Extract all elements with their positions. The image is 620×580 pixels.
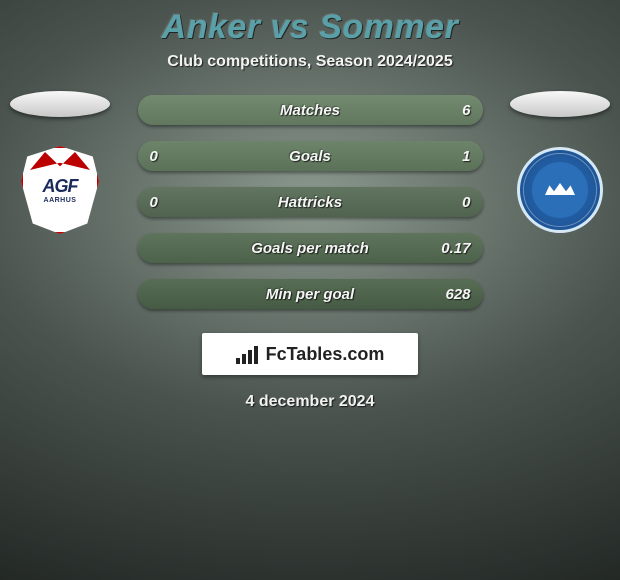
stat-label: Min per goal [266,286,354,303]
comparison-area: AGF AARHUS Matches6Goals01Hattricks00Goa… [0,95,620,325]
stats-list: Matches 6 Goals 0 1 Hattricks 0 0 Goals per matc… [138,95,483,309]
chart-icon [236,344,260,364]
date-text: 4 december 2024 [246,393,375,411]
player-marker-right [510,91,610,117]
page-title: Anker vs Sommer [162,8,459,47]
stat-row: Matches 6 [138,95,483,125]
stat-row: Goals per match 0.17 [138,233,483,263]
stat-row: Min per goal 628 [138,279,483,309]
sonderjyske-badge-icon [517,147,603,233]
stat-value-left: 0 [150,148,158,165]
page-subtitle: Club competitions, Season 2024/2025 [167,53,452,71]
stat-value-right: 0 [462,194,470,211]
stat-value-left: 0 [150,194,158,211]
club-badge-left: AGF AARHUS [10,145,110,235]
stat-row: Hattricks 0 0 [138,187,483,217]
agf-shield-icon: AGF AARHUS [21,146,99,234]
agf-badge-subtext: AARHUS [44,197,77,204]
stat-value-right: 628 [445,286,470,303]
stat-label: Goals [289,148,331,165]
agf-wing-icon [30,152,90,170]
player-marker-left [10,91,110,117]
footer-brand-logo[interactable]: FcTables.com [202,333,418,375]
agf-badge-text: AGF [43,176,78,197]
footer-brand-text: FcTables.com [266,344,385,365]
stat-row: Goals 0 1 [138,141,483,171]
main-content: Anker vs Sommer Club competitions, Seaso… [0,0,620,580]
stat-value-right: 0.17 [441,240,470,257]
stat-label: Matches [280,102,340,119]
club-badge-right [510,145,610,235]
stat-value-right: 6 [462,102,470,119]
stat-value-right: 1 [462,148,470,165]
stat-label: Hattricks [278,194,342,211]
stat-label: Goals per match [251,240,369,257]
